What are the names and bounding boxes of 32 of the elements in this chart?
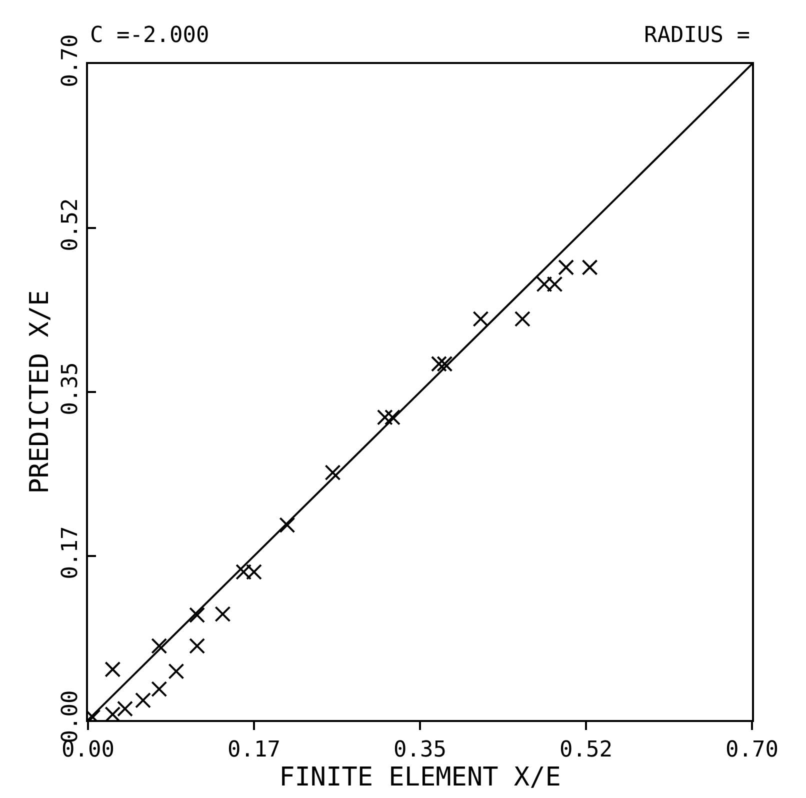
point <box>135 692 152 708</box>
point <box>279 517 296 534</box>
y-tick-label: 0.52 <box>58 198 84 252</box>
text: C =-2.000 <box>90 23 210 48</box>
point <box>436 356 453 372</box>
y-tick-label: 0.35 <box>58 362 84 416</box>
point <box>189 638 206 654</box>
y-tick-label: 0.17 <box>58 526 84 580</box>
point <box>104 661 121 678</box>
x-tick-label: 0.70 <box>726 737 778 762</box>
x-axis-title: FINITE ELEMENT X/E <box>279 762 561 792</box>
point <box>430 356 447 372</box>
x-tick-label: 0.35 <box>394 737 446 762</box>
point <box>376 409 393 426</box>
point <box>558 259 574 276</box>
point <box>514 310 530 327</box>
point <box>582 259 598 276</box>
point <box>472 310 489 327</box>
y-tick-label: 0.70 <box>58 34 84 88</box>
text: RADIUS = <box>644 23 750 48</box>
point <box>104 706 121 720</box>
point <box>151 681 168 698</box>
x-tick-label: 0.17 <box>228 737 280 762</box>
point <box>116 700 133 717</box>
point <box>324 464 341 481</box>
point <box>151 638 168 654</box>
y-axis-title: PREDICTED X/E <box>25 290 56 494</box>
point <box>214 606 231 622</box>
point <box>384 409 400 426</box>
x-tick-label: 0.52 <box>560 737 612 762</box>
point <box>189 607 206 624</box>
point <box>168 663 184 680</box>
